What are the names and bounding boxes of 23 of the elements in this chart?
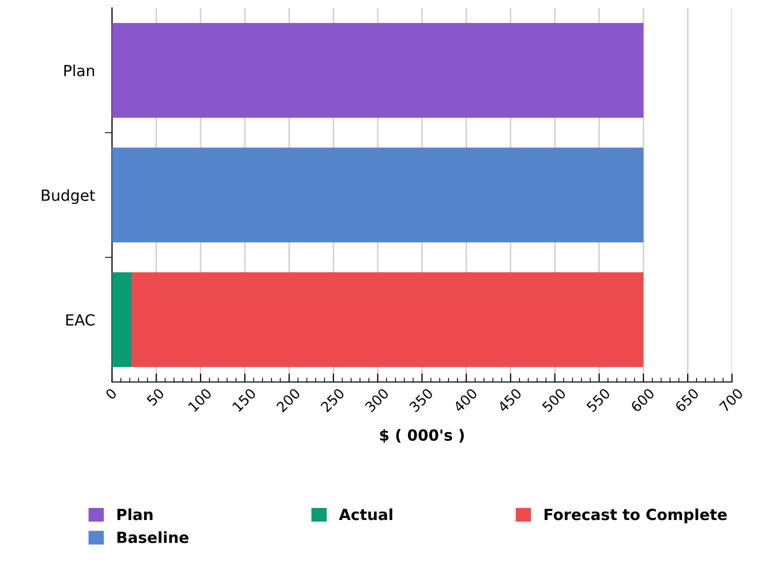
legend-label: Plan — [117, 508, 152, 520]
x-tick-label: 400 — [452, 388, 478, 413]
legend-label: Baseline — [117, 531, 188, 544]
y-tick-label: EAC — [66, 314, 95, 326]
x-tick-label: 350 — [408, 388, 434, 412]
x-tick-label: 100 — [188, 388, 212, 412]
x-tick-label: 0 — [104, 388, 118, 400]
x-tick-label: 600 — [630, 388, 655, 413]
x-tick-label: 150 — [232, 388, 256, 412]
x-tick-label: 50 — [146, 388, 165, 406]
y-tick-label: Budget — [42, 189, 95, 204]
y-tick-label: Plan — [64, 64, 94, 76]
x-axis-title: $ ( 000's ) — [380, 429, 464, 443]
x-tick-label: 700 — [718, 388, 744, 412]
x-tick-label: 450 — [497, 388, 522, 413]
x-tick-label: 300 — [364, 388, 390, 412]
x-tick-label: 200 — [276, 388, 301, 412]
x-tick-label: 500 — [542, 388, 566, 412]
x-tick-label: 550 — [586, 388, 611, 412]
x-tick-label: 650 — [674, 388, 700, 413]
legend-label: Forecast to Complete — [544, 508, 727, 524]
legend-label: Actual — [338, 508, 392, 520]
x-tick-label: 250 — [320, 388, 345, 412]
